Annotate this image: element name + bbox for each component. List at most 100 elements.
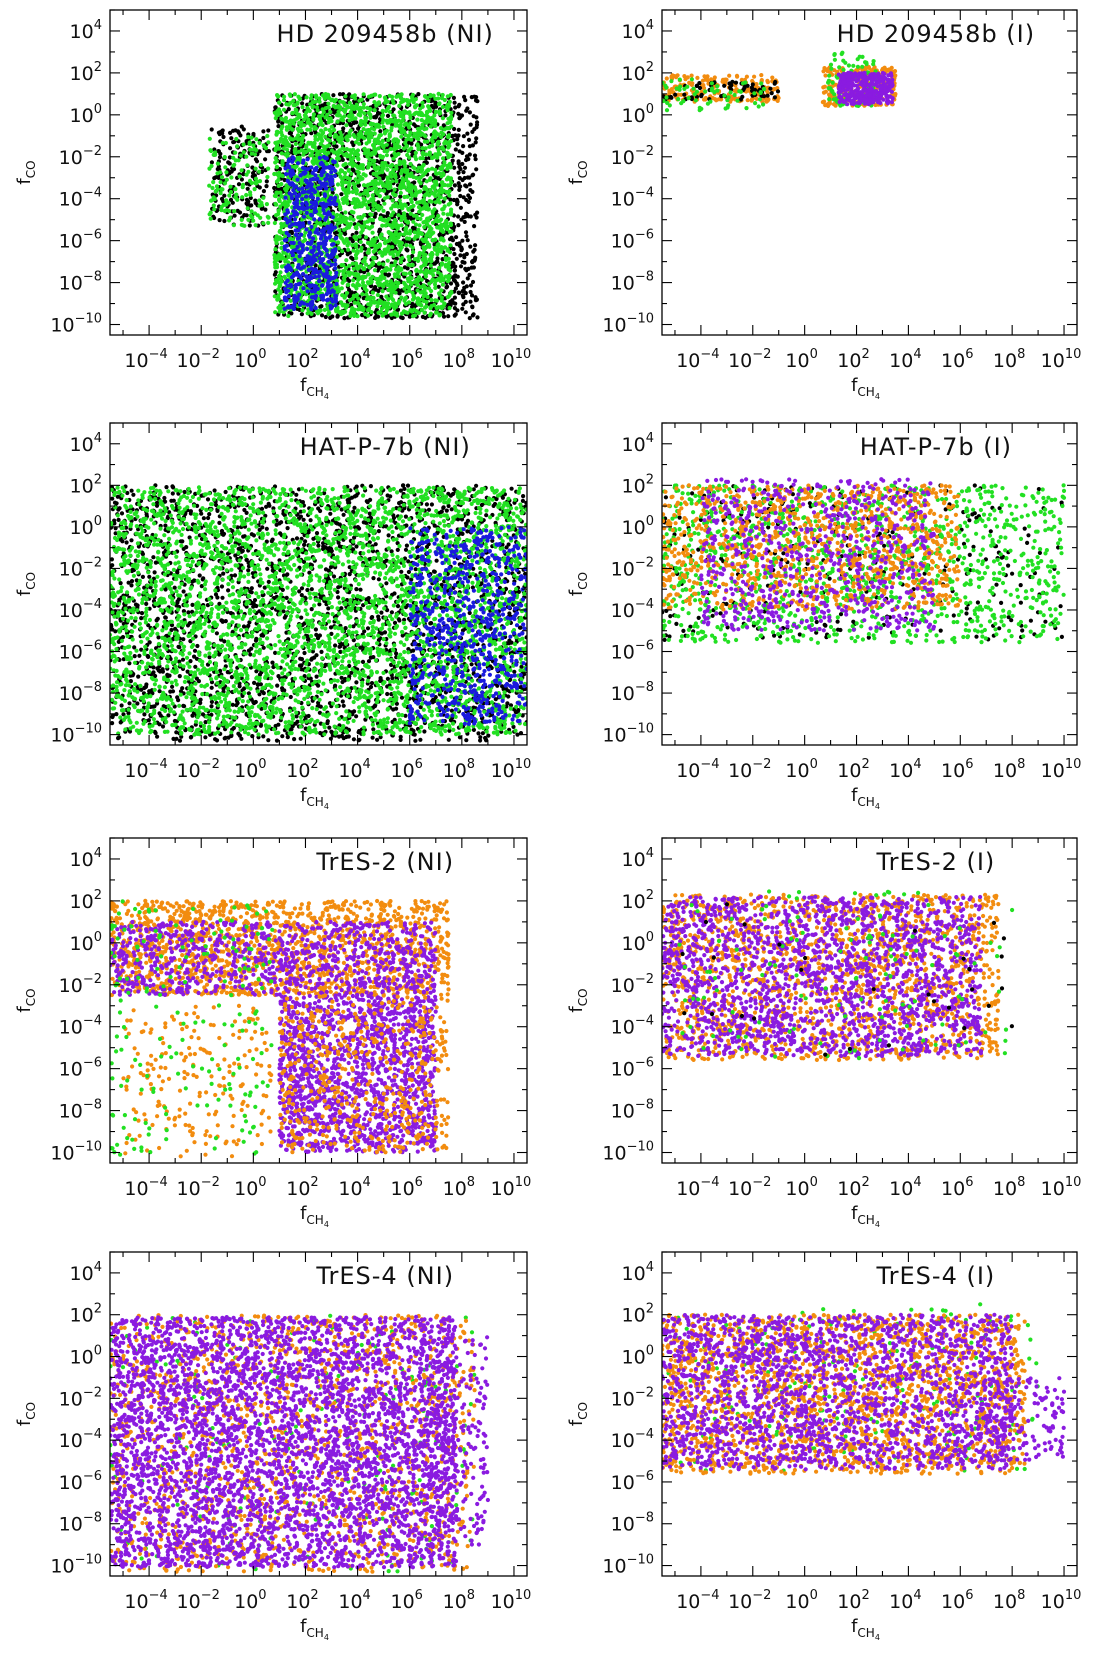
data-point bbox=[447, 305, 452, 311]
data-point bbox=[365, 193, 370, 198]
data-point bbox=[423, 185, 428, 190]
data-point bbox=[413, 187, 418, 192]
data-point bbox=[419, 111, 424, 116]
data-point bbox=[469, 95, 474, 100]
data-point bbox=[408, 161, 413, 167]
data-point bbox=[412, 257, 417, 262]
data-point bbox=[304, 210, 309, 215]
data-point bbox=[360, 228, 365, 233]
data-point bbox=[295, 177, 300, 182]
data-point bbox=[326, 312, 331, 317]
data-point bbox=[462, 94, 467, 99]
data-point bbox=[365, 240, 371, 245]
data-point bbox=[285, 147, 290, 152]
data-point bbox=[442, 141, 447, 146]
data-point bbox=[428, 311, 433, 316]
data-point bbox=[400, 255, 405, 261]
data-point bbox=[335, 152, 340, 157]
data-point bbox=[439, 295, 444, 300]
data-point bbox=[240, 195, 245, 200]
data-point bbox=[296, 228, 301, 233]
data-point bbox=[441, 156, 446, 161]
data-point bbox=[325, 173, 330, 178]
data-point bbox=[319, 304, 324, 309]
data-point bbox=[413, 150, 418, 155]
data-point bbox=[414, 157, 419, 162]
data-point bbox=[291, 306, 296, 311]
data-point bbox=[244, 213, 249, 218]
data-point bbox=[313, 93, 319, 98]
data-point bbox=[343, 218, 348, 223]
data-point bbox=[282, 238, 288, 243]
data-point bbox=[373, 167, 378, 172]
data-point bbox=[442, 160, 447, 165]
data-point bbox=[420, 100, 425, 105]
data-point bbox=[468, 289, 473, 295]
data-point bbox=[449, 290, 454, 295]
data-point bbox=[443, 113, 448, 118]
data-point bbox=[231, 167, 237, 172]
data-point bbox=[364, 183, 369, 188]
data-point bbox=[356, 152, 361, 157]
data-point bbox=[278, 111, 283, 116]
data-point bbox=[334, 281, 339, 287]
data-point bbox=[452, 313, 457, 318]
data-point bbox=[345, 282, 350, 287]
data-point bbox=[426, 98, 431, 103]
data-point bbox=[415, 168, 420, 173]
data-point bbox=[380, 301, 385, 306]
data-point bbox=[368, 113, 373, 118]
data-point bbox=[392, 187, 397, 192]
data-point bbox=[445, 166, 450, 172]
data-point bbox=[227, 193, 232, 198]
data-point bbox=[332, 140, 337, 145]
data-point bbox=[456, 161, 461, 166]
data-point bbox=[420, 104, 425, 109]
data-point bbox=[341, 186, 346, 191]
data-point bbox=[447, 260, 452, 266]
data-point bbox=[301, 133, 306, 139]
data-point bbox=[241, 127, 246, 132]
data-point bbox=[218, 180, 223, 185]
data-point bbox=[377, 176, 382, 181]
data-point bbox=[280, 121, 285, 126]
data-point bbox=[461, 170, 466, 175]
data-point bbox=[231, 155, 236, 160]
data-point bbox=[456, 181, 461, 186]
data-point bbox=[333, 236, 338, 241]
data-point bbox=[227, 208, 232, 214]
data-point bbox=[317, 217, 322, 222]
data-point bbox=[347, 92, 352, 97]
data-point bbox=[345, 303, 350, 308]
data-point bbox=[249, 151, 254, 156]
data-point bbox=[322, 151, 328, 156]
data-point bbox=[326, 150, 331, 155]
data-point bbox=[348, 310, 353, 316]
data-point bbox=[329, 170, 334, 175]
data-point bbox=[415, 234, 420, 239]
data-point bbox=[323, 217, 328, 222]
data-point bbox=[435, 155, 440, 160]
data-point bbox=[467, 175, 472, 180]
data-point bbox=[326, 101, 331, 106]
data-point bbox=[277, 170, 282, 175]
data-point bbox=[428, 94, 433, 99]
data-point bbox=[219, 205, 224, 210]
data-point bbox=[276, 280, 281, 285]
data-point bbox=[382, 240, 388, 245]
data-point bbox=[407, 133, 412, 138]
data-point bbox=[276, 174, 281, 179]
data-point bbox=[428, 227, 433, 232]
data-point bbox=[390, 94, 395, 99]
data-point bbox=[461, 134, 466, 139]
data-point bbox=[458, 205, 463, 210]
data-point bbox=[273, 194, 278, 199]
data-point bbox=[312, 244, 317, 249]
data-point bbox=[233, 158, 238, 163]
data-point bbox=[376, 146, 381, 151]
data-point bbox=[385, 113, 391, 118]
data-point bbox=[364, 288, 369, 293]
data-point bbox=[347, 154, 352, 159]
data-point bbox=[281, 98, 287, 103]
data-point bbox=[386, 272, 392, 277]
